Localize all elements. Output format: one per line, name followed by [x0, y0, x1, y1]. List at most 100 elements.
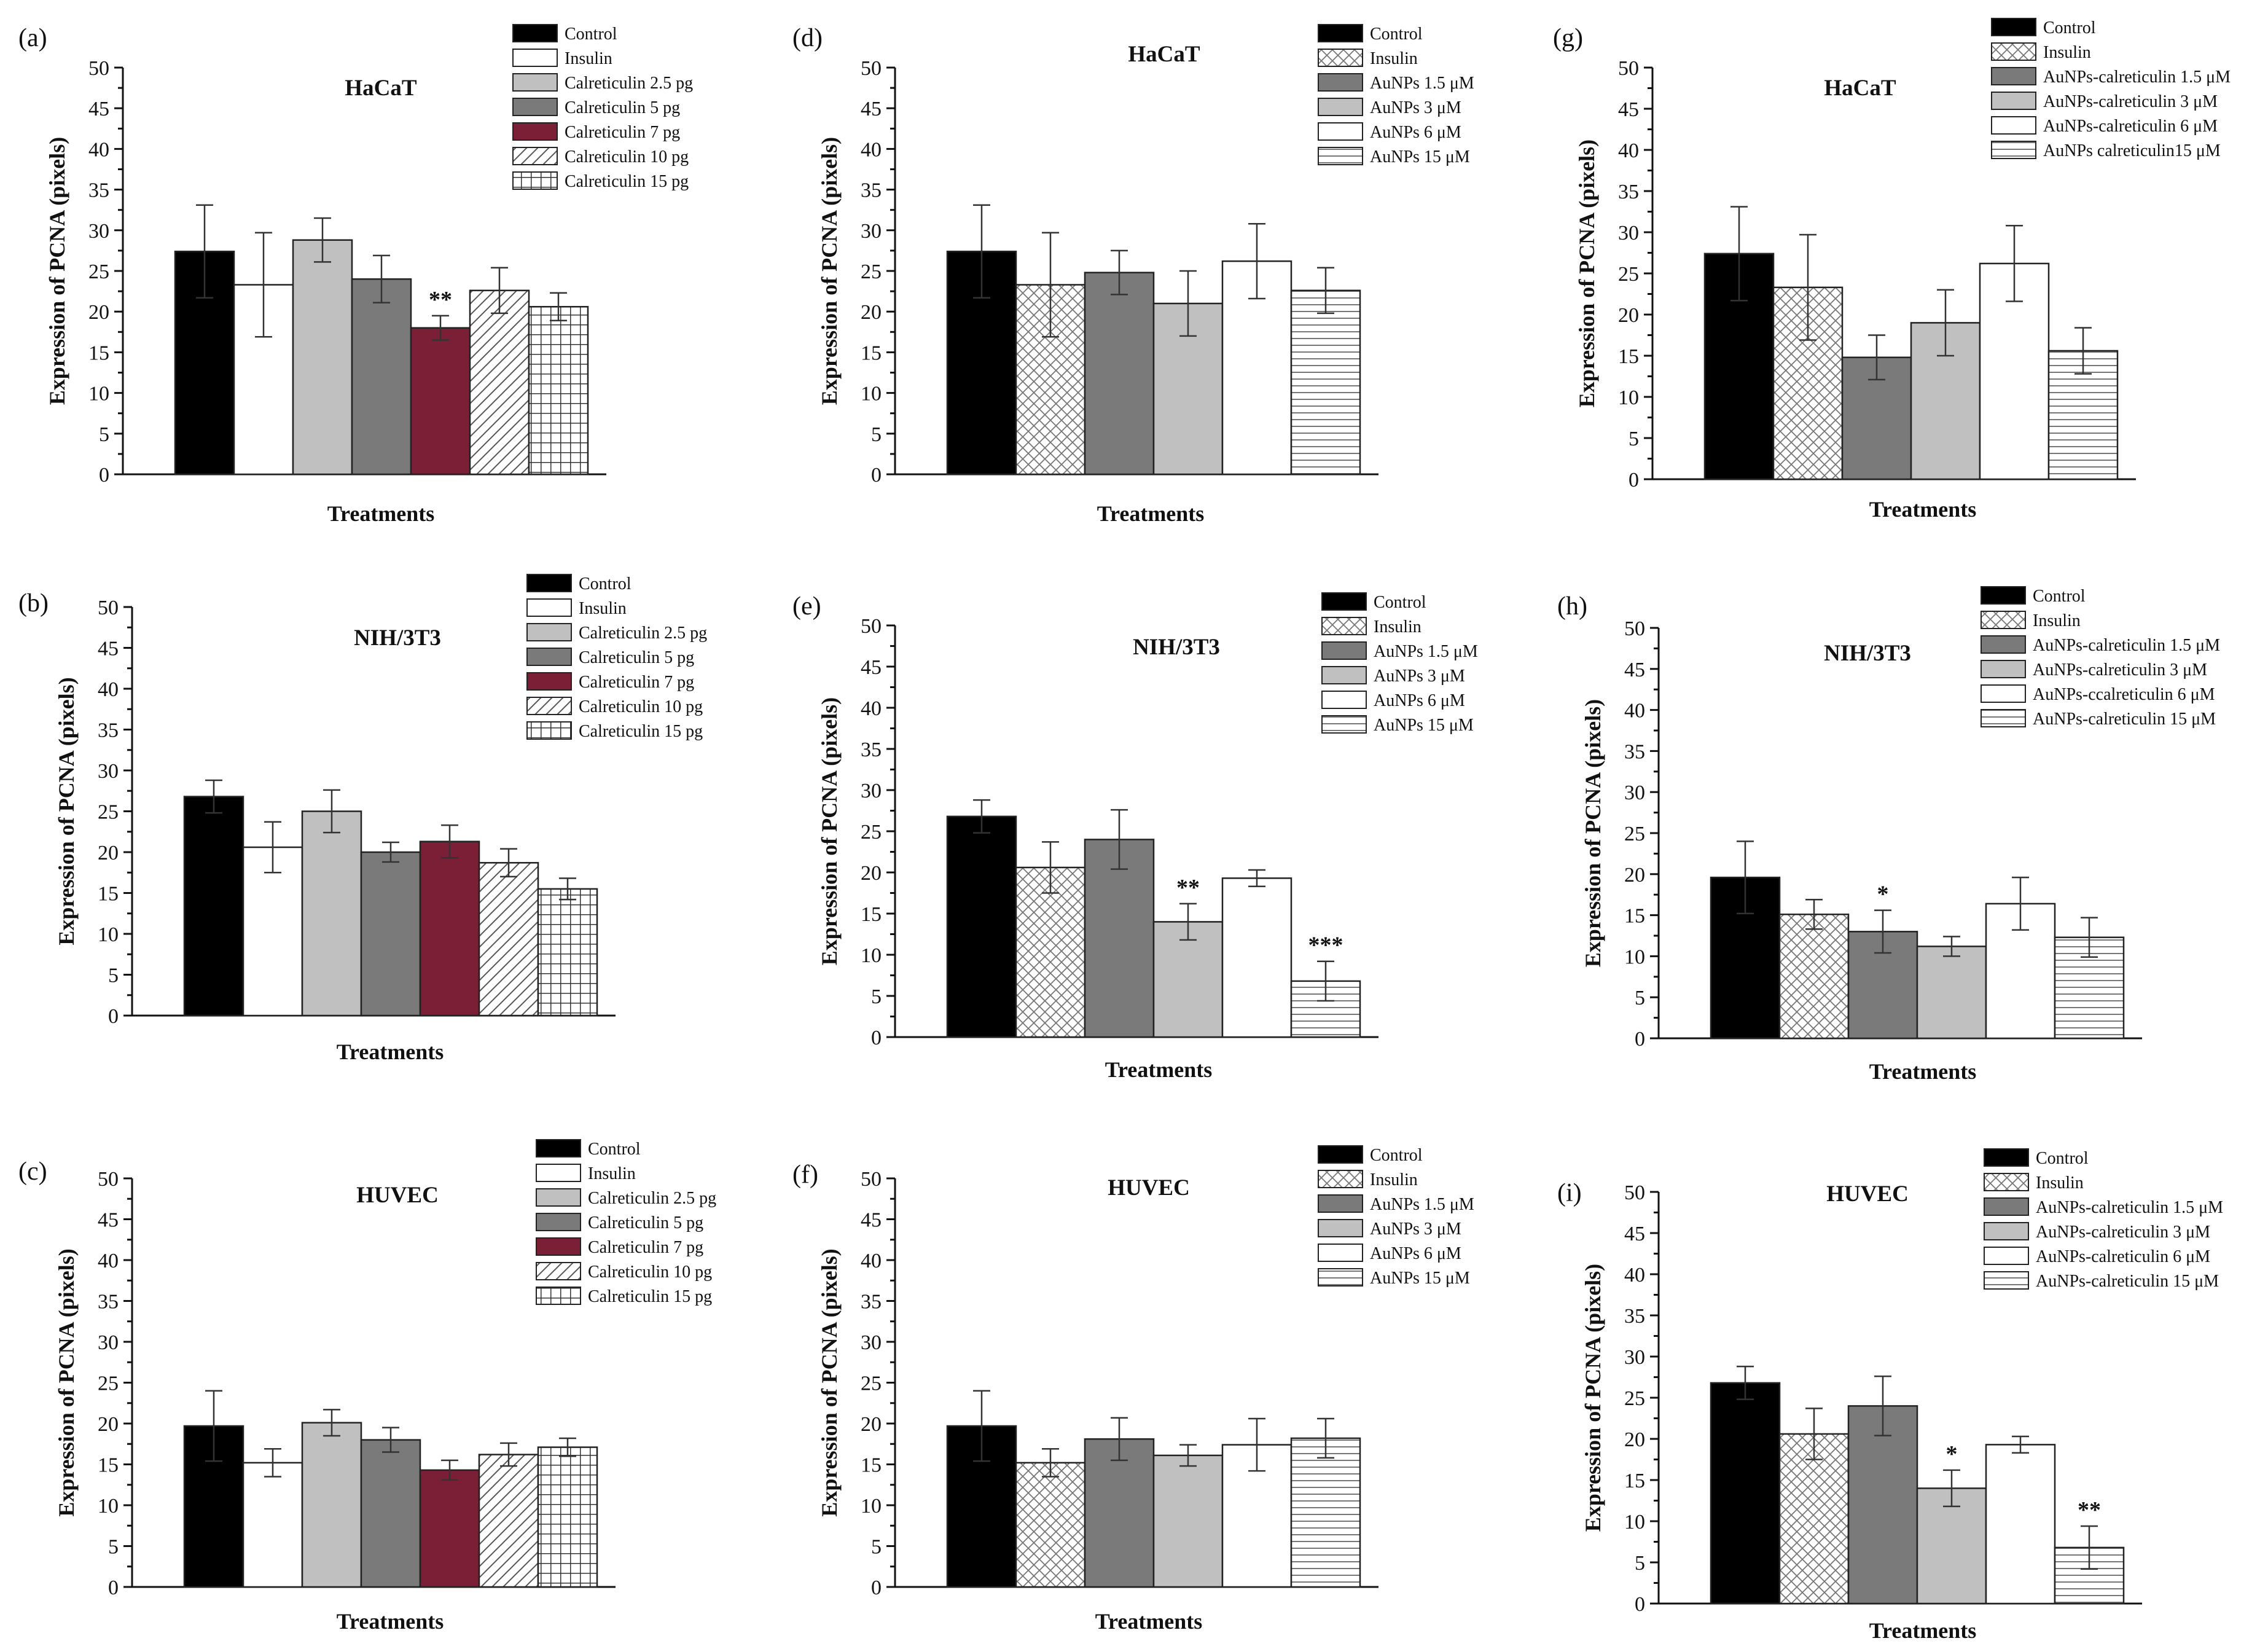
y-tick-label: 50 — [861, 615, 882, 638]
y-tick-label: 50 — [861, 57, 882, 80]
legend-swatch — [1984, 1148, 2029, 1167]
legend-entry: Insulin — [2036, 1173, 2084, 1193]
y-tick-label: 50 — [1624, 1181, 1645, 1204]
legend-swatch — [1984, 1173, 2029, 1191]
legend-swatch — [1984, 1197, 2029, 1216]
y-axis-label: Expression of PCNA (pixels) — [817, 1248, 842, 1516]
significance-marker: *** — [1308, 933, 1343, 958]
legend-swatch — [1321, 691, 1367, 709]
y-tick-label: 5 — [99, 423, 109, 446]
bar-6 — [537, 888, 598, 1017]
y-tick-label: 40 — [861, 1250, 882, 1272]
y-axis-label: Expression of PCNA (pixels) — [817, 697, 842, 965]
legend: Control Insulin AuNPs 1.5 μM AuNPs 3 μM AuNP… — [1321, 592, 1478, 735]
chart-title: HaCaT — [1824, 76, 1896, 101]
legend-swatch — [536, 1164, 581, 1182]
y-tick-label: 50 — [98, 597, 119, 619]
y-tick-label: 45 — [1618, 98, 1639, 121]
y-tick-label: 35 — [861, 1291, 882, 1314]
legend-entry: AuNPs 6 μM — [1370, 123, 1461, 142]
legend-entry: Control — [1374, 593, 1426, 612]
chart-panel-i: (i) 0 5 10 15 20 25 30 35 40 45 50 Expression of PCN… — [1557, 1148, 2223, 1643]
bar-5 — [2054, 936, 2125, 1040]
legend-swatch — [1991, 18, 2036, 36]
legend-entry: Insulin — [579, 599, 627, 618]
panel-label: (e) — [792, 592, 821, 621]
legend-entry: Calreticulin 7 pg — [579, 673, 694, 692]
y-tick-label: 15 — [861, 342, 882, 364]
y-tick-label: 20 — [98, 1413, 119, 1436]
y-tick-label: 0 — [871, 1027, 882, 1049]
legend-entry: Insulin — [1370, 1170, 1418, 1189]
y-tick-label: 10 — [861, 944, 882, 967]
chart-panel-a: (a) 0 5 10 15 20 25 30 35 40 45 50 Expression of PCN… — [18, 24, 693, 526]
bar-4 — [410, 327, 471, 476]
legend-entry: AuNPs 1.5 μM — [1370, 74, 1474, 93]
bar-5 — [1290, 289, 1361, 476]
chart-title: NIH/3T3 — [354, 625, 441, 651]
y-tick-label: 40 — [88, 138, 109, 161]
y-tick-label: 20 — [98, 842, 119, 864]
y-tick-label: 20 — [88, 301, 109, 324]
panel-label: (h) — [1557, 592, 1587, 621]
legend-entry: Calreticulin 5 pg — [565, 98, 680, 117]
legend-entry: Insulin — [565, 49, 612, 68]
y-tick-label: 45 — [1624, 659, 1645, 681]
y-tick-label: 0 — [871, 1577, 882, 1599]
legend-swatch — [526, 672, 572, 691]
bar-2 — [1084, 839, 1155, 1038]
bar-1 — [1015, 866, 1086, 1038]
panel-label: (f) — [792, 1161, 818, 1189]
chart-title: HaCaT — [345, 76, 417, 101]
legend-swatch — [512, 171, 558, 190]
legend-swatch — [1991, 42, 2036, 61]
legend: Control Insulin AuNPs 1.5 μM AuNPs 3 μM AuNP… — [1318, 1145, 1474, 1288]
y-tick-label: 25 — [861, 260, 882, 283]
legend-swatch — [536, 1237, 581, 1256]
bar-3 — [1152, 1454, 1224, 1588]
legend-entry: Calreticulin 5 pg — [588, 1213, 703, 1232]
bar-3 — [360, 851, 421, 1017]
y-tick-label: 30 — [861, 1331, 882, 1354]
y-tick-label: 30 — [1624, 781, 1645, 804]
legend: Control Insulin AuNPs 1.5 μM AuNPs 3 μM AuNP… — [1318, 24, 1474, 166]
legend-entry: Control — [2043, 18, 2096, 37]
y-tick-label: 5 — [1629, 428, 1639, 450]
panel-label: (d) — [792, 24, 823, 52]
y-tick-label: 5 — [108, 965, 119, 987]
y-tick-label: 30 — [1624, 1346, 1645, 1369]
legend-swatch — [1991, 67, 2036, 85]
y-tick-label: 45 — [861, 98, 882, 120]
y-tick-label: 35 — [88, 179, 109, 202]
legend-entry: AuNPs-calreticulin 6 μM — [2043, 117, 2218, 136]
y-tick-label: 15 — [1624, 1470, 1645, 1492]
legend-swatch — [1991, 116, 2036, 135]
y-tick-label: 15 — [1624, 905, 1645, 928]
legend-entry: AuNPs 15 μM — [1370, 147, 1470, 166]
legend-entry: Control — [588, 1140, 641, 1159]
legend-swatch — [512, 24, 558, 42]
legend-swatch — [526, 648, 572, 666]
y-tick-label: 50 — [1618, 57, 1639, 80]
chart-title: HUVEC — [1826, 1181, 1909, 1207]
x-axis-label: Treatments — [327, 501, 435, 526]
legend-swatch — [1318, 73, 1363, 92]
y-tick-label: 10 — [861, 1495, 882, 1518]
panel-label: (b) — [18, 589, 49, 617]
y-tick-label: 10 — [98, 1495, 119, 1518]
legend: Control Insulin AuNPs-calreticulin 1.5 μM A… — [1981, 586, 2220, 729]
y-tick-label: 40 — [1624, 700, 1645, 723]
y-tick-label: 50 — [98, 1168, 119, 1191]
y-tick-label: 5 — [871, 1536, 882, 1559]
legend-swatch — [1984, 1247, 2029, 1265]
y-tick-label: 0 — [1635, 1028, 1645, 1051]
bar-6 — [537, 1446, 598, 1588]
x-axis-label: Treatments — [1869, 1059, 1977, 1084]
significance-marker: ** — [2078, 1497, 2101, 1523]
legend-swatch — [526, 721, 572, 740]
panel-label: (g) — [1553, 24, 1583, 52]
legend-entry: Calreticulin 5 pg — [579, 648, 694, 667]
y-tick-label: 25 — [98, 1373, 119, 1395]
legend-entry: Calreticulin 7 pg — [565, 123, 680, 142]
legend-entry: AuNPs-calreticulin 3 μM — [2036, 1223, 2210, 1242]
